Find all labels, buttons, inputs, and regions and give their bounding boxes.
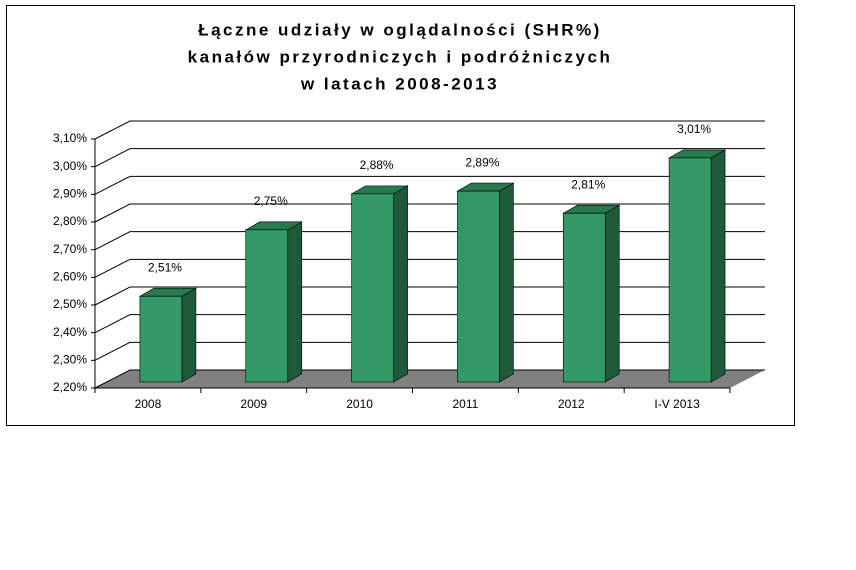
bar-side — [710, 149, 726, 383]
x-tick-label: 2010 — [346, 397, 373, 411]
grid-line — [94, 369, 765, 389]
value-label: 2,88% — [360, 158, 394, 172]
grid-line — [94, 341, 765, 361]
x-tick-label: 2009 — [240, 397, 267, 411]
value-label: 2,89% — [465, 155, 499, 169]
chart-title: w latach 2008-2013 — [300, 74, 499, 93]
bar — [139, 295, 183, 383]
y-tick-label: 2,40% — [53, 325, 87, 339]
x-tick-label: I-V 2013 — [654, 397, 700, 411]
grid-line — [94, 120, 765, 140]
bar — [351, 193, 394, 383]
bar — [562, 212, 606, 383]
bar-side — [604, 204, 620, 383]
grid-line — [94, 286, 765, 306]
bar — [245, 229, 289, 383]
y-tick-label: 2,50% — [53, 297, 87, 311]
value-label: 3,01% — [677, 122, 711, 136]
bar-side — [393, 185, 408, 383]
x-tick-label: 2012 — [558, 397, 585, 411]
bar-side — [181, 287, 197, 383]
value-label: 2,51% — [148, 260, 182, 274]
bar-side — [499, 182, 514, 383]
grid-line — [94, 175, 765, 195]
y-tick-label: 3,00% — [53, 159, 87, 173]
y-tick-label: 2,70% — [53, 242, 87, 256]
y-tick-label: 2,30% — [53, 353, 87, 367]
x-tick-label: 2008 — [135, 397, 162, 411]
chart-title: Łączne udziały w oglądalności (SHR%) — [198, 20, 602, 39]
grid-line — [94, 231, 765, 251]
y-tick-label: 2,20% — [53, 380, 87, 394]
bar — [668, 157, 712, 383]
chart-title: kanałów przyrodniczych i podróżniczych — [188, 47, 613, 66]
y-tick-label: 2,90% — [53, 187, 87, 201]
y-tick-label: 3,10% — [53, 131, 87, 145]
value-label: 2,75% — [254, 194, 288, 208]
grid-line — [94, 314, 765, 334]
bar-side — [287, 221, 303, 383]
y-tick-label: 2,80% — [53, 214, 87, 228]
y-tick-label: 2,60% — [53, 270, 87, 284]
x-tick-label: 2011 — [453, 397, 479, 411]
grid-line — [94, 203, 765, 223]
grid-line — [94, 148, 765, 168]
bar — [457, 190, 500, 383]
value-label: 2,81% — [571, 177, 605, 191]
grid-line — [94, 258, 765, 278]
